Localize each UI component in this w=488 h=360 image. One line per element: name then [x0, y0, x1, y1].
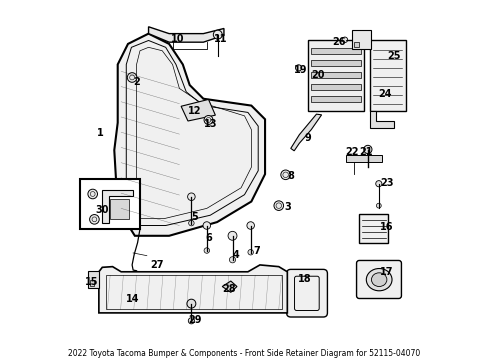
Text: 13: 13 — [203, 120, 217, 130]
Bar — [311, 48, 360, 54]
Text: 24: 24 — [378, 89, 391, 99]
Circle shape — [363, 145, 371, 154]
Text: 20: 20 — [311, 70, 324, 80]
Circle shape — [227, 231, 237, 240]
Text: 11: 11 — [213, 34, 227, 44]
Circle shape — [375, 181, 381, 187]
Text: 12: 12 — [188, 106, 201, 116]
Polygon shape — [345, 155, 381, 162]
Bar — [311, 72, 360, 78]
Text: 19: 19 — [294, 64, 307, 75]
Text: 6: 6 — [205, 233, 211, 243]
Text: 18: 18 — [297, 274, 311, 284]
Bar — [307, 40, 364, 111]
Text: 27: 27 — [150, 260, 163, 270]
Polygon shape — [99, 265, 287, 313]
Polygon shape — [369, 111, 393, 128]
Circle shape — [246, 222, 254, 229]
Bar — [89, 280, 94, 286]
Circle shape — [186, 299, 195, 308]
Circle shape — [188, 220, 194, 226]
Polygon shape — [114, 33, 264, 236]
Polygon shape — [222, 281, 237, 292]
Text: 7: 7 — [253, 246, 259, 256]
Text: 9: 9 — [304, 133, 311, 143]
Text: 21: 21 — [359, 147, 372, 157]
Circle shape — [247, 249, 253, 255]
Text: 10: 10 — [171, 34, 184, 44]
FancyBboxPatch shape — [286, 269, 327, 317]
Text: 4: 4 — [232, 249, 239, 260]
Circle shape — [376, 203, 381, 208]
Bar — [80, 179, 140, 229]
Circle shape — [342, 37, 347, 42]
Circle shape — [203, 248, 209, 253]
Circle shape — [229, 257, 235, 263]
Circle shape — [203, 222, 210, 229]
Circle shape — [280, 170, 290, 180]
Polygon shape — [290, 114, 321, 151]
Bar — [369, 40, 405, 111]
Text: 14: 14 — [126, 294, 140, 304]
Bar — [311, 84, 360, 90]
Text: 5: 5 — [191, 212, 198, 222]
Ellipse shape — [371, 273, 386, 287]
Bar — [87, 271, 99, 288]
Polygon shape — [148, 27, 224, 42]
Bar — [311, 60, 360, 66]
Polygon shape — [181, 99, 215, 121]
Circle shape — [188, 318, 194, 324]
Circle shape — [295, 65, 301, 71]
Text: 1: 1 — [97, 128, 104, 138]
Bar — [110, 199, 129, 219]
Ellipse shape — [366, 269, 391, 291]
Polygon shape — [102, 189, 133, 223]
Circle shape — [203, 116, 213, 125]
Text: 22: 22 — [345, 147, 359, 157]
Circle shape — [88, 189, 97, 199]
Text: 3: 3 — [284, 202, 290, 212]
Circle shape — [273, 201, 283, 211]
Circle shape — [89, 215, 99, 224]
Text: 29: 29 — [188, 315, 201, 325]
FancyBboxPatch shape — [356, 261, 401, 298]
Bar — [353, 42, 359, 47]
Text: 2022 Toyota Tacoma Bumper & Components - Front Side Retainer Diagram for 52115-0: 2022 Toyota Tacoma Bumper & Components -… — [68, 349, 420, 358]
Text: 17: 17 — [379, 267, 393, 277]
Text: 15: 15 — [85, 277, 99, 287]
Bar — [359, 213, 387, 243]
Circle shape — [187, 193, 195, 201]
Text: 30: 30 — [95, 205, 109, 215]
Text: 25: 25 — [386, 51, 400, 61]
Text: 8: 8 — [287, 171, 294, 181]
Text: 28: 28 — [222, 284, 235, 294]
Bar — [352, 30, 370, 49]
Text: 26: 26 — [331, 37, 345, 47]
Text: 16: 16 — [379, 222, 393, 232]
Circle shape — [127, 73, 137, 82]
Bar — [311, 96, 360, 102]
Text: 2: 2 — [133, 77, 140, 87]
Circle shape — [213, 30, 222, 39]
Text: 23: 23 — [379, 178, 393, 188]
